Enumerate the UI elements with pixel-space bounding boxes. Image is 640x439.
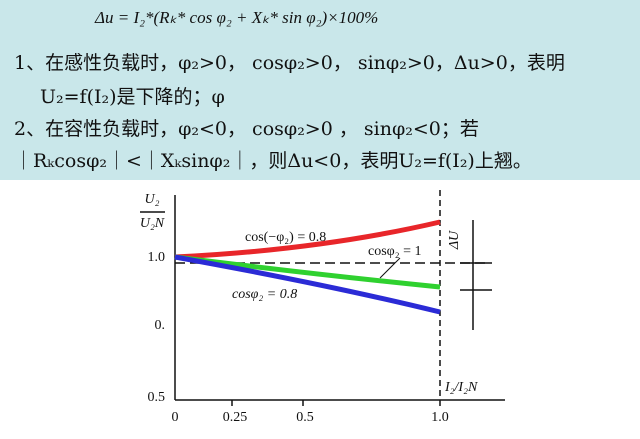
curve-label: cosφ₂ = 0.8 [232,287,297,302]
x-tick-label: 1.0 [431,410,449,425]
formula: Δu = I₂*(Rₖ* cos φ₂ + Xₖ* sin φ₂)×100% [95,8,379,27]
y-tick-label: 0. [155,318,166,333]
y-tick-label: 1.0 [148,250,166,265]
x-label: I₂/I₂N [444,380,478,395]
curve-blue [174,254,441,315]
pointer [379,257,401,279]
curve-red [174,219,441,260]
y-label: U₂N [140,216,165,231]
x-tick-label: 0 [172,410,179,425]
y-tick-label: 0.5 [148,390,166,405]
text-line: 2、在容性负载时，φ₂<0， cosφ₂>0 ， sinφ₂<0；若 [14,118,479,140]
delta-label: ΔU [447,230,462,250]
figure: U₂ U₂N I₂/I₂N 0 0.25 0.5 1.0 1.0 0. 0.5 … [140,190,505,425]
text-panel: Δu = I₂*(Rₖ* cos φ₂ + Xₖ* sin φ₂)×100% 1… [0,0,640,180]
text-line: 1、在感性负载时，φ₂>0， cosφ₂>0， sinφ₂>0，Δu>0，表明 [14,52,565,74]
y-label: U₂ [145,192,160,207]
x-tick-label: 0.25 [223,410,248,425]
curve-label: cosφ₂ = 1 [368,244,422,259]
text-line: ｜Rₖcosφ₂｜<｜Xₖsinφ₂｜，则Δu<0，表明U₂=f(I₂)上翘。 [14,150,532,172]
x-tick-label: 0.5 [296,410,314,425]
curve-label: cos(−φ₂) = 0.8 [245,230,326,245]
text-line: U₂=f(I₂)是下降的；φ [40,86,225,108]
